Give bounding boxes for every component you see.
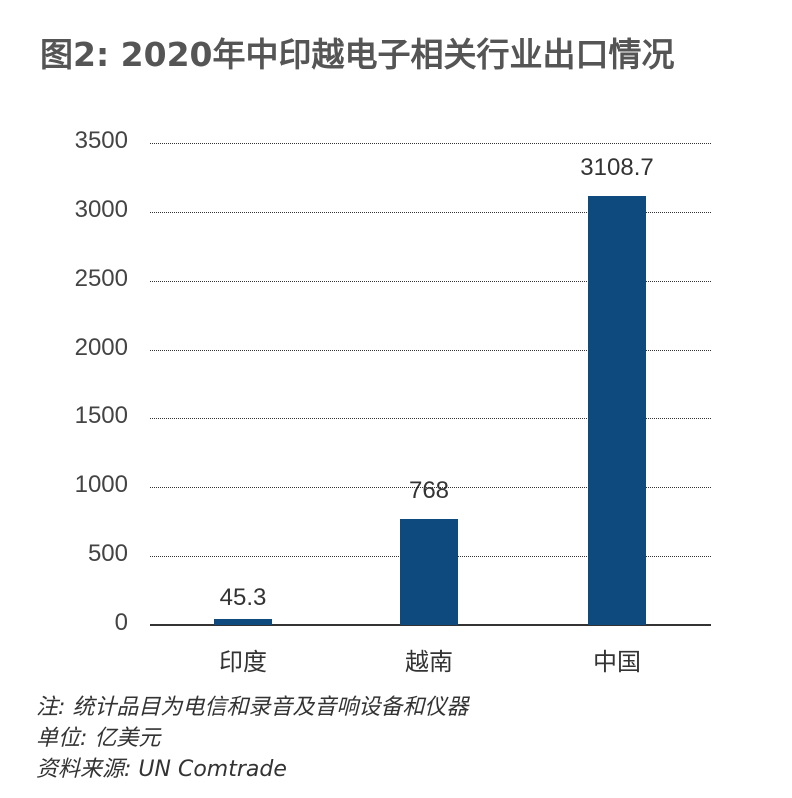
gridline-1500 xyxy=(150,418,711,419)
page-title: 图2: 2020年中印越电子相关行业出口情况 xyxy=(40,35,675,74)
unit-text: 单位: 亿美元 xyxy=(36,726,161,751)
y-tick-label: 2500 xyxy=(74,265,128,292)
y-tick-label: 1000 xyxy=(74,471,128,498)
note-text: 注: 统计品目为电信和录音及音响设备和仪器 xyxy=(36,695,469,720)
source-text: 资料来源: UN Comtrade xyxy=(36,757,287,782)
gridline-3500 xyxy=(150,143,711,144)
y-tick-label: 2000 xyxy=(74,334,128,361)
x-axis-line xyxy=(150,624,711,626)
gridline-1000 xyxy=(150,487,711,488)
bar-india xyxy=(214,619,272,625)
data-label-china: 3108.7 xyxy=(580,154,654,181)
y-tick-label: 0 xyxy=(114,609,128,636)
bar-vietnam xyxy=(400,519,458,625)
y-tick-label: 3000 xyxy=(74,196,128,223)
x-category-label: 中国 xyxy=(593,648,641,676)
chart-notes: 注: 统计品目为电信和录音及音响设备和仪器 单位: 亿美元 资料来源: UN C… xyxy=(36,692,468,785)
gridline-2000 xyxy=(150,350,711,351)
data-label-vietnam: 768 xyxy=(408,477,450,504)
y-tick-label: 500 xyxy=(87,540,128,567)
bar-chart: 3500 3000 2500 2000 1500 1000 500 0 45.3… xyxy=(74,127,711,676)
x-category-label: 越南 xyxy=(405,648,453,676)
bar-china xyxy=(588,196,646,625)
data-label-india: 45.3 xyxy=(219,584,267,611)
gridline-2500 xyxy=(150,281,711,282)
x-category-label: 印度 xyxy=(219,648,267,676)
y-tick-label: 1500 xyxy=(74,402,128,429)
y-tick-label: 3500 xyxy=(74,127,128,154)
gridline-3000 xyxy=(150,212,711,213)
